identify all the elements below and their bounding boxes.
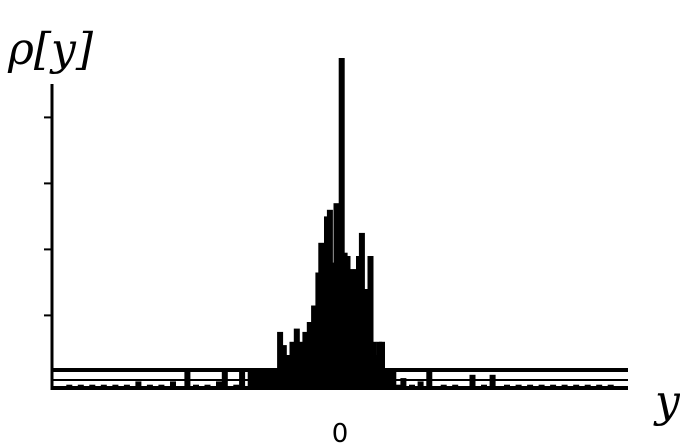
y-ticks <box>44 116 52 317</box>
histogram-bar <box>306 322 313 388</box>
histogram-bar <box>400 378 407 388</box>
histogram-bar <box>289 341 296 388</box>
histogram-bar <box>135 381 142 388</box>
histogram-bar <box>367 256 374 388</box>
histogram-bar <box>338 58 345 388</box>
bars-group <box>66 58 614 388</box>
histogram-bar <box>311 305 318 388</box>
y-axis-label: ρ[y] <box>7 24 94 75</box>
x-tick-label-zero: 0 <box>332 419 349 445</box>
histogram-bar <box>280 345 287 388</box>
histogram-bar <box>277 331 284 388</box>
histogram-bar <box>390 368 397 388</box>
histogram-bar <box>216 381 222 388</box>
histogram-bar <box>293 328 300 388</box>
histogram-bar <box>170 381 176 388</box>
histogram-bar <box>381 368 388 388</box>
histogram-bar <box>417 381 424 388</box>
histogram-bar <box>329 262 336 388</box>
histogram-bar <box>379 341 385 388</box>
histogram-bar <box>489 374 496 388</box>
histogram-bar <box>298 341 305 388</box>
x-axis-label: y <box>653 376 680 427</box>
histogram-bar <box>469 374 476 388</box>
histogram-bar <box>302 331 309 388</box>
histogram-bar <box>385 368 392 388</box>
histogram-bar <box>426 368 433 388</box>
